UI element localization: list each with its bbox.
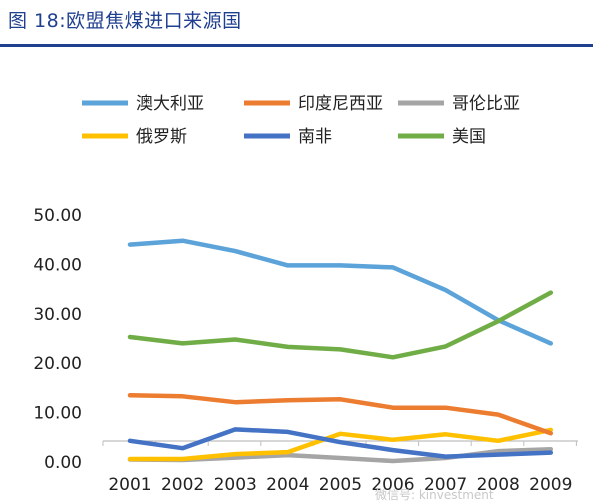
legend-label: 哥伦比亚 bbox=[452, 94, 520, 114]
title-divider bbox=[0, 44, 593, 47]
series-line-5 bbox=[127, 427, 554, 459]
y-tick-label: 30.00 bbox=[33, 305, 82, 325]
series-line-4 bbox=[127, 427, 554, 462]
legend-label: 南非 bbox=[298, 127, 332, 147]
legend-label: 俄罗斯 bbox=[136, 127, 187, 147]
x-tick-label: 2008 bbox=[477, 475, 520, 495]
x-tick-label: 2005 bbox=[319, 475, 362, 495]
series-line-2 bbox=[127, 393, 554, 436]
legend-label: 美国 bbox=[452, 127, 486, 147]
x-tick-label: 2001 bbox=[108, 475, 151, 495]
page-title: 图 18:欧盟焦煤进口来源国 bbox=[8, 10, 242, 32]
y-tick-label: 0.00 bbox=[44, 453, 82, 473]
x-tick-label: 2003 bbox=[214, 475, 257, 495]
x-tick-label: 2006 bbox=[371, 475, 414, 495]
x-tick-label: 2002 bbox=[161, 475, 204, 495]
x-tick-label: 2007 bbox=[424, 475, 467, 495]
y-axis-ticks: 0.00 10.00 20.00 30.00 40.00 50.00 bbox=[33, 206, 82, 473]
x-tick-label: 2009 bbox=[529, 475, 572, 495]
series-line-1 bbox=[127, 238, 554, 346]
y-tick-label: 10.00 bbox=[33, 404, 82, 424]
y-tick-label: 20.00 bbox=[33, 354, 82, 374]
watermark-text: 微信号: kinvestment bbox=[375, 488, 494, 502]
x-axis-ticks: 2001 2002 2003 2004 2005 2006 2007 2008 2009 bbox=[108, 475, 572, 495]
series-line-6 bbox=[127, 290, 554, 360]
y-tick-label: 50.00 bbox=[33, 206, 82, 226]
y-tick-label: 40.00 bbox=[33, 255, 82, 275]
legend-label: 澳大利亚 bbox=[136, 94, 204, 114]
chart-series bbox=[127, 238, 554, 464]
legend-label: 印度尼西亚 bbox=[298, 94, 383, 114]
x-tick-label: 2004 bbox=[266, 475, 309, 495]
